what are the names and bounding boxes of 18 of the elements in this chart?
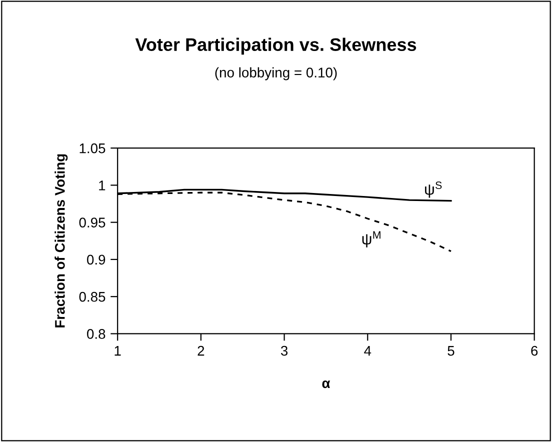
y-tick-label: 1.05 [80,143,106,154]
y-tick-label: 0.9 [87,254,106,265]
series-label: ψ$^{S}$ [425,181,442,198]
x-tick-label: 3 [280,346,288,356]
x-tick-label: 1 [114,346,121,356]
chart-subtitle: (no lobbying = 0.10) [215,67,337,80]
x-axis-title: α [322,380,330,388]
y-axis-title: Fraction of Citizens Voting [54,154,68,328]
x-tick-label: 2 [198,346,204,356]
y-tick-label: 0.95 [79,218,106,228]
x-tick-label: 5 [448,346,454,356]
chart-title: Voter Participation vs. Skewness [135,38,416,55]
x-tick-label: 6 [531,346,538,356]
x-tick-label: 4 [364,346,372,356]
series-label: ψ$^{M}$ [362,231,380,248]
y-tick-label: 0.85 [79,292,106,302]
y-tick-label: 0.8 [87,329,106,339]
y-tick-label: 1 [99,180,106,190]
